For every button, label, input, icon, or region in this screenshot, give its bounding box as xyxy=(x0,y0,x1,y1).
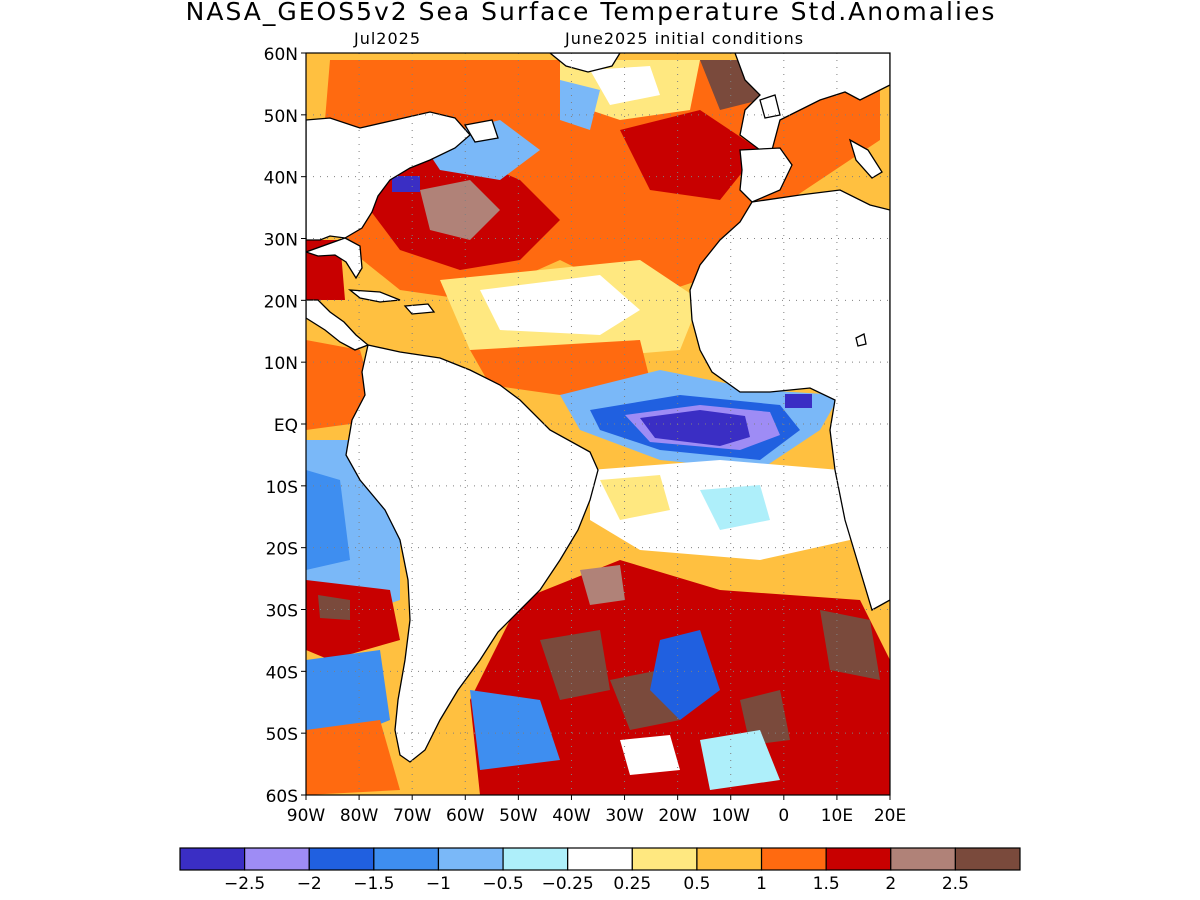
anomaly-patch xyxy=(620,110,760,200)
colorbar-label: −1.5 xyxy=(353,874,394,894)
axis-ticks xyxy=(301,52,891,800)
colorbar-labels: −2.5 −2 −1.5 −1 −0.5 −0.25 0.25 0.5 1 1.5 2 2.5 xyxy=(224,874,969,894)
colorbar xyxy=(179,847,1021,871)
anomaly-patch xyxy=(650,630,720,720)
colorbar-label: 2.5 xyxy=(942,874,969,894)
colorbar-swatch xyxy=(179,847,246,871)
latitude-tick-label: 60S xyxy=(266,787,298,807)
colorbar-swatch xyxy=(954,847,1021,871)
colorbar-label: 0.25 xyxy=(613,874,651,894)
longitude-tick-label: 80W xyxy=(340,806,379,826)
latitude-labels: 60N 50N 40N 30N 20N 10N EQ 10S 20S 30S 40S 50S 60S xyxy=(264,45,298,807)
colorbar-label: 0.5 xyxy=(683,874,710,894)
colorbar-swatch xyxy=(502,847,569,871)
latitude-tick-label: 30N xyxy=(264,231,298,251)
anomaly-patch xyxy=(785,394,812,408)
north-america xyxy=(306,111,471,241)
anomaly-patch xyxy=(820,610,880,680)
latitude-tick-label: 50S xyxy=(266,725,298,745)
greenland xyxy=(548,53,621,73)
anomaly-patch xyxy=(580,565,625,605)
latitude-tick-label: 60N xyxy=(264,45,298,65)
colorbar-label: −0.5 xyxy=(482,874,523,894)
latitude-tick-label: EQ xyxy=(274,416,298,436)
colorbar-label: −0.25 xyxy=(542,874,594,894)
gridlines xyxy=(306,53,890,795)
longitude-tick-label: 90W xyxy=(287,806,326,826)
colorbar-label: 1.5 xyxy=(813,874,840,894)
colorbar-swatch xyxy=(760,847,827,871)
colorbar-swatch xyxy=(308,847,375,871)
longitude-tick-label: 10W xyxy=(712,806,751,826)
colorbar-swatch xyxy=(890,847,956,871)
colorbar-swatch xyxy=(825,847,892,871)
cuba xyxy=(347,289,401,303)
colorbar-label: −1 xyxy=(426,874,451,894)
latitude-tick-label: 30S xyxy=(266,602,298,622)
europe xyxy=(734,53,890,151)
colorbar-swatch xyxy=(567,847,633,871)
latitude-tick-label: 40S xyxy=(266,663,298,683)
colorbar-swatch xyxy=(696,847,763,871)
land xyxy=(306,53,890,763)
longitude-tick-label: 20W xyxy=(658,806,697,826)
latitude-tick-label: 20S xyxy=(266,540,298,560)
anomaly-patch xyxy=(640,410,750,446)
british-isles xyxy=(759,94,781,119)
colorbar-swatch xyxy=(437,847,504,871)
latitude-tick-label: 10S xyxy=(266,478,298,498)
colorbar-swatch xyxy=(631,847,698,871)
anomaly-patch xyxy=(590,66,660,105)
africa xyxy=(689,189,890,611)
forecast-month: Jul2025 xyxy=(354,29,422,48)
anomaly-patch xyxy=(620,735,680,775)
anomaly-patch xyxy=(700,485,770,530)
anomaly-patch xyxy=(392,176,420,192)
longitude-tick-label: 40W xyxy=(552,806,591,826)
latitude-tick-label: 20N xyxy=(264,292,298,312)
longitude-tick-label: 20E xyxy=(874,806,906,826)
map-title: NASA_GEOS5v2 Sea Surface Temperature Std… xyxy=(185,0,997,26)
anomaly-patch xyxy=(560,80,600,130)
anomaly-field xyxy=(306,53,890,795)
iberia xyxy=(739,147,793,203)
longitude-tick-label: 60W xyxy=(446,806,485,826)
colorbar-swatch xyxy=(244,847,310,871)
colorbar-label: −2 xyxy=(297,874,322,894)
italy xyxy=(848,138,883,179)
longitude-labels: 90W 80W 70W 60W 50W 40W 30W 20W 10W 0 10E 20E xyxy=(287,806,906,826)
longitude-tick-label: 50W xyxy=(499,806,538,826)
anomaly-patch xyxy=(306,650,390,740)
south-america xyxy=(345,344,599,763)
anomaly-patch xyxy=(470,690,560,770)
colorbar-label: 1 xyxy=(756,874,767,894)
anomaly-patch xyxy=(318,595,350,620)
colorbar-swatch xyxy=(373,847,440,871)
latitude-tick-label: 40N xyxy=(264,169,298,189)
longitude-tick-label: 0 xyxy=(778,806,789,826)
latitude-tick-label: 50N xyxy=(264,107,298,127)
anomaly-patch xyxy=(420,180,500,240)
island xyxy=(855,333,867,347)
anomaly-patch xyxy=(600,475,670,520)
colorbar-label: −2.5 xyxy=(224,874,265,894)
anomaly-patch xyxy=(700,730,780,790)
anomaly-patch xyxy=(470,340,650,395)
anomaly-patch xyxy=(540,630,610,700)
newfoundland xyxy=(463,119,499,143)
longitude-tick-label: 30W xyxy=(605,806,644,826)
anomaly-patch xyxy=(480,275,640,335)
florida xyxy=(306,237,363,280)
colorbar-label: 2 xyxy=(885,874,896,894)
anomaly-patch xyxy=(306,720,400,795)
initial-conditions: June2025 initial conditions xyxy=(565,29,805,48)
latitude-tick-label: 10N xyxy=(264,354,298,374)
anomaly-patch xyxy=(306,470,350,570)
hispaniola xyxy=(403,303,436,315)
longitude-tick-label: 70W xyxy=(393,806,432,826)
longitude-tick-label: 10E xyxy=(821,806,853,826)
